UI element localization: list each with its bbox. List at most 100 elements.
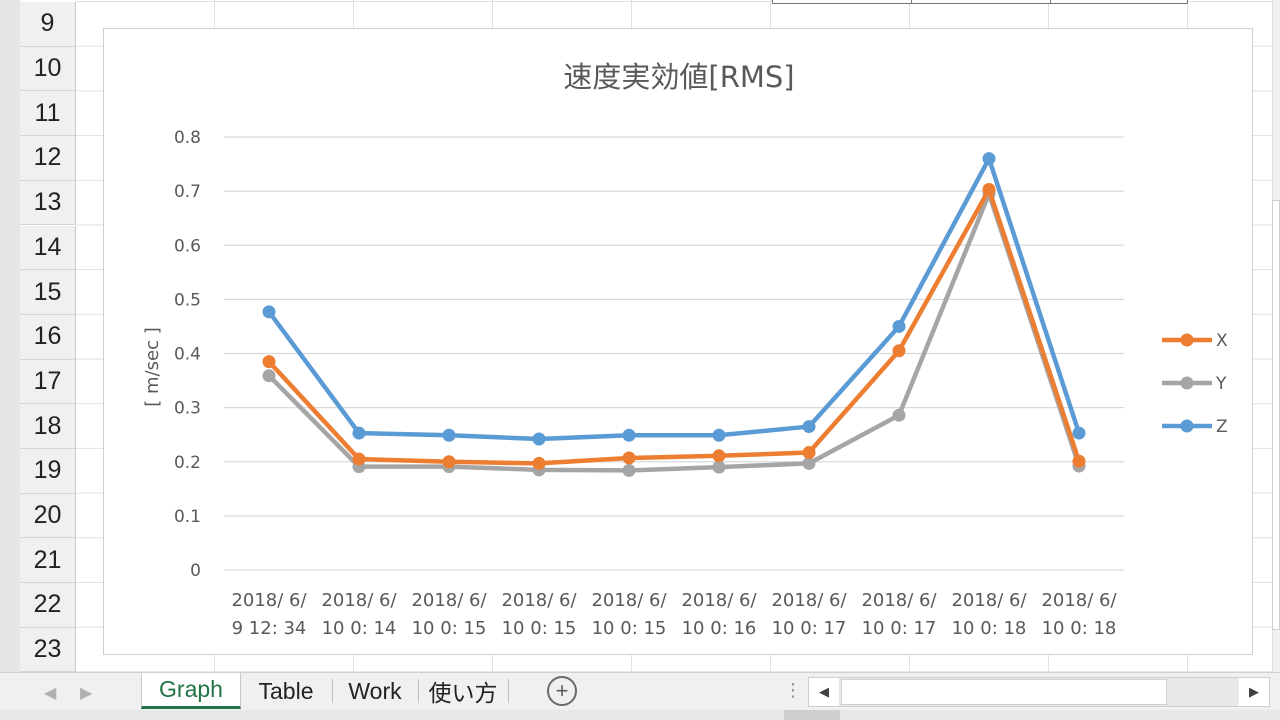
y-tick-label: 0.2 <box>174 453 201 473</box>
data-point-x[interactable] <box>622 451 636 465</box>
row-header[interactable]: 23 <box>20 627 76 673</box>
y-tick-label: 0.5 <box>174 290 201 310</box>
data-point-z[interactable] <box>802 420 816 434</box>
data-point-x[interactable] <box>262 355 276 369</box>
data-point-x[interactable] <box>892 344 906 358</box>
vertical-dots-icon[interactable]: ⋮ <box>784 680 802 700</box>
data-point-y[interactable] <box>802 456 816 470</box>
data-point-y[interactable] <box>622 463 636 477</box>
x-tick-label: 10 0: 17 <box>862 618 937 639</box>
x-tick-label: 10 0: 15 <box>592 618 667 639</box>
x-tick-label: 10 0: 18 <box>1042 618 1117 639</box>
data-point-y[interactable] <box>262 369 276 383</box>
vertical-scroll-thumb[interactable] <box>1272 200 1280 630</box>
data-point-x[interactable] <box>712 449 726 463</box>
tab-separator <box>332 679 333 703</box>
horizontal-scrollbar[interactable]: ◀ ▶ <box>808 677 1270 707</box>
series-line-x[interactable] <box>266 187 1082 466</box>
series-lines <box>262 152 1086 477</box>
series-line-y[interactable] <box>266 191 1082 473</box>
data-point-z[interactable] <box>982 152 996 166</box>
row-header[interactable]: 13 <box>20 180 76 226</box>
row-header[interactable]: 11 <box>20 91 76 137</box>
data-point-x[interactable] <box>982 183 996 197</box>
x-tick-label: 2018/ 6/ <box>231 590 307 611</box>
row-header[interactable]: 17 <box>20 359 76 405</box>
legend-marker-z <box>1180 419 1194 433</box>
row-header[interactable]: 15 <box>20 270 76 315</box>
row-header[interactable]: 21 <box>20 538 76 584</box>
triangle-right-icon[interactable]: ▶ <box>1239 678 1269 706</box>
data-point-x[interactable] <box>532 456 546 470</box>
tab-table[interactable]: Table <box>258 677 314 704</box>
chart-legend: X Y Z <box>1162 331 1228 437</box>
bottom-scroll-strip <box>0 710 1280 720</box>
triangle-left-icon[interactable]: ◀ <box>809 678 839 706</box>
x-tick-label: 10 0: 16 <box>682 618 757 639</box>
x-tick-label: 2018/ 6/ <box>771 590 847 611</box>
x-tick-label: 2018/ 6/ <box>591 590 667 611</box>
data-point-z[interactable] <box>532 432 546 446</box>
x-tick-label: 2018/ 6/ <box>411 590 487 611</box>
data-point-y[interactable] <box>712 460 726 474</box>
tab-usage[interactable]: 使い方 <box>428 680 498 706</box>
row-header[interactable]: 10 <box>20 46 76 92</box>
data-point-y[interactable] <box>892 408 906 422</box>
triangle-left-icon[interactable]: ◀ <box>44 685 57 702</box>
x-tick-label: 10 0: 15 <box>412 618 487 639</box>
y-axis-label: [ m/sec ] <box>142 327 163 406</box>
y-tick-label: 0.4 <box>174 345 201 365</box>
y-tick-label: 0.8 <box>174 128 201 148</box>
legend-marker-x <box>1180 333 1194 347</box>
legend-label-z: Z <box>1216 417 1228 437</box>
x-tick-labels: 2018/ 6/9 12: 34 2018/ 6/10 0: 14 2018/ 6/… <box>231 590 1117 639</box>
data-point-z[interactable] <box>442 428 456 442</box>
x-tick-label: 10 0: 15 <box>502 618 577 639</box>
vertical-scrollbar[interactable] <box>1272 0 1280 672</box>
y-tick-label: 0 <box>190 561 201 581</box>
data-point-z[interactable] <box>622 428 636 442</box>
data-point-z[interactable] <box>1072 426 1086 440</box>
bottom-scroll-thumb[interactable] <box>784 710 840 720</box>
data-point-x[interactable] <box>1072 454 1086 468</box>
data-point-z[interactable] <box>892 319 906 333</box>
data-point-z[interactable] <box>352 426 366 440</box>
left-edge <box>0 0 20 672</box>
row-header[interactable]: 20 <box>20 493 76 539</box>
legend-label-y: Y <box>1215 374 1227 394</box>
y-tick-label: 0.7 <box>174 182 201 202</box>
row-header[interactable]: 14 <box>20 225 76 271</box>
row-header[interactable]: 19 <box>20 449 76 494</box>
horizontal-scroll-thumb[interactable] <box>841 679 1167 705</box>
top-table-border <box>772 0 1188 4</box>
tab-work[interactable]: Work <box>348 677 402 704</box>
y-tick-label: 0.1 <box>174 507 201 527</box>
x-tick-label: 2018/ 6/ <box>1041 590 1117 611</box>
x-tick-label: 10 0: 18 <box>952 618 1027 639</box>
data-point-z[interactable] <box>712 428 726 442</box>
gridlines <box>224 136 1124 571</box>
x-tick-label: 10 0: 14 <box>322 618 397 639</box>
chart-title: 速度実効値[RMS] <box>563 60 794 94</box>
data-point-z[interactable] <box>262 305 276 319</box>
row-header[interactable]: 12 <box>20 136 76 181</box>
x-tick-label: 10 0: 17 <box>772 618 847 639</box>
chart-area[interactable]: 速度実効値[RMS] 0.8 0.7 0.6 0.5 0.4 0.3 0.2 0.1 0 [ m… <box>103 28 1253 655</box>
line-chart[interactable]: 速度実効値[RMS] 0.8 0.7 0.6 0.5 0.4 0.3 0.2 0.1 0 [ m… <box>104 29 1254 656</box>
row-header[interactable]: 9 <box>20 2 76 47</box>
data-point-x[interactable] <box>802 446 816 460</box>
y-tick-label: 0.6 <box>174 236 201 256</box>
x-tick-label: 2018/ 6/ <box>501 590 577 611</box>
tab-separator <box>508 679 509 703</box>
tab-separator <box>418 679 419 703</box>
x-tick-label: 2018/ 6/ <box>681 590 757 611</box>
data-point-x[interactable] <box>352 452 366 466</box>
tab-graph[interactable]: Graph <box>141 673 241 709</box>
triangle-right-icon[interactable]: ▶ <box>80 685 93 702</box>
row-header[interactable]: 18 <box>20 404 76 449</box>
series-line-z[interactable] <box>266 156 1082 442</box>
plus-circle-icon[interactable]: + <box>547 676 577 706</box>
row-header[interactable]: 16 <box>20 314 76 360</box>
row-header[interactable]: 22 <box>20 583 76 628</box>
data-point-x[interactable] <box>442 455 456 469</box>
